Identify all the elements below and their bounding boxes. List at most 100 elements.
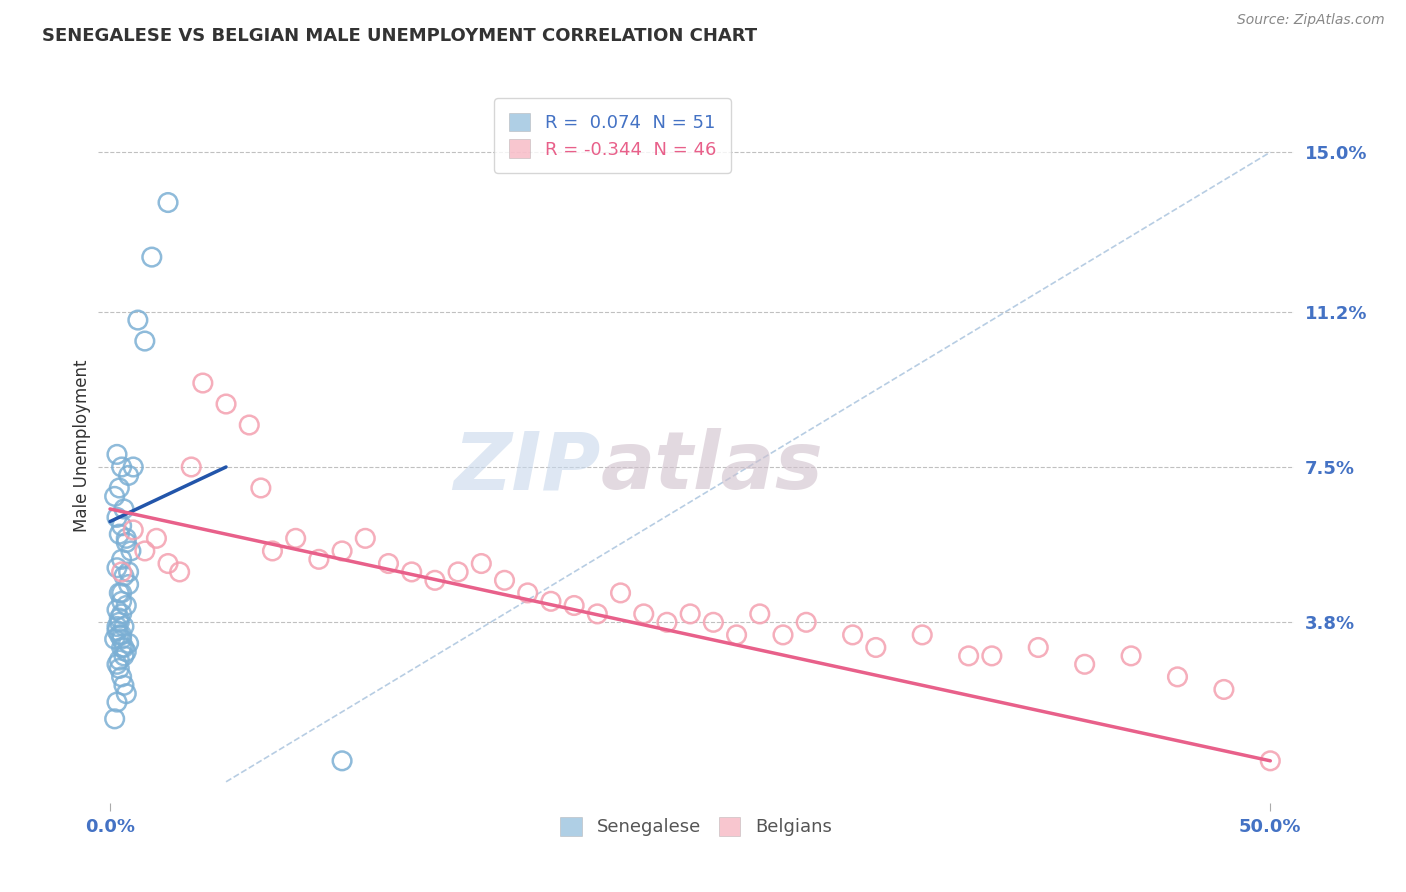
Point [108,628,131,642]
Point [108,527,131,541]
Point [284,532,307,546]
Point [215,397,238,411]
Point [105,695,128,709]
Text: SENEGALESE VS BELGIAN MALE UNEMPLOYMENT CORRELATION CHART: SENEGALESE VS BELGIAN MALE UNEMPLOYMENT … [42,27,758,45]
Point [111,586,134,600]
Point [105,447,128,461]
Point [865,640,887,655]
Point [540,594,562,608]
Point [1258,754,1281,768]
Point [108,653,131,667]
Point [377,557,399,571]
Point [169,565,191,579]
Point [104,712,127,726]
Point [108,661,131,675]
Point [111,607,134,621]
Point [609,586,631,600]
Point [1026,640,1049,655]
Point [112,619,135,633]
Point [1119,648,1142,663]
Point [794,615,817,630]
Point [772,628,794,642]
Point [516,586,538,600]
Point [117,468,139,483]
Point [308,552,330,566]
Point [401,565,423,579]
Point [145,532,167,546]
Point [111,632,134,646]
Text: Source: ZipAtlas.com: Source: ZipAtlas.com [1237,13,1385,28]
Point [112,678,135,692]
Point [1073,657,1095,672]
Point [105,624,128,638]
Point [117,565,139,579]
Point [111,628,134,642]
Point [191,376,214,390]
Point [122,523,145,537]
Point [105,510,128,524]
Point [354,532,377,546]
Point [980,648,1002,663]
Point [117,636,139,650]
Point [104,489,127,503]
Legend: Senegalese, Belgians: Senegalese, Belgians [546,803,846,851]
Point [841,628,863,642]
Point [157,557,180,571]
Point [112,569,135,583]
Point [115,532,138,546]
Point [108,481,131,495]
Point [112,502,135,516]
Point [108,611,131,625]
Point [748,607,770,621]
Point [655,615,678,630]
Point [134,334,156,348]
Point [1166,670,1188,684]
Point [447,565,470,579]
Point [134,544,156,558]
Point [111,594,134,608]
Point [112,648,135,663]
Point [494,574,516,588]
Point [725,628,748,642]
Point [122,460,145,475]
Point [127,313,149,327]
Point [117,577,139,591]
Point [105,657,128,672]
Point [423,574,446,588]
Point [157,195,180,210]
Y-axis label: Male Unemployment: Male Unemployment [73,359,91,533]
Point [470,557,492,571]
Point [141,250,163,264]
Point [115,535,138,549]
Text: ZIP: ZIP [453,428,600,507]
Point [120,544,142,558]
Point [180,460,202,475]
Point [111,460,134,475]
Point [108,586,131,600]
Point [115,645,138,659]
Point [111,670,134,684]
Point [1212,682,1234,697]
Point [111,640,134,655]
Point [112,640,135,655]
Point [115,599,138,613]
Point [105,619,128,633]
Point [108,615,131,630]
Point [105,560,128,574]
Point [262,544,284,558]
Point [104,632,127,646]
Point [911,628,934,642]
Point [330,544,353,558]
Point [702,615,724,630]
Point [111,565,134,579]
Point [105,603,128,617]
Point [586,607,609,621]
Point [679,607,702,621]
Point [330,754,353,768]
Point [633,607,655,621]
Point [111,552,134,566]
Point [238,417,260,432]
Point [957,648,980,663]
Text: atlas: atlas [600,428,823,507]
Point [115,687,138,701]
